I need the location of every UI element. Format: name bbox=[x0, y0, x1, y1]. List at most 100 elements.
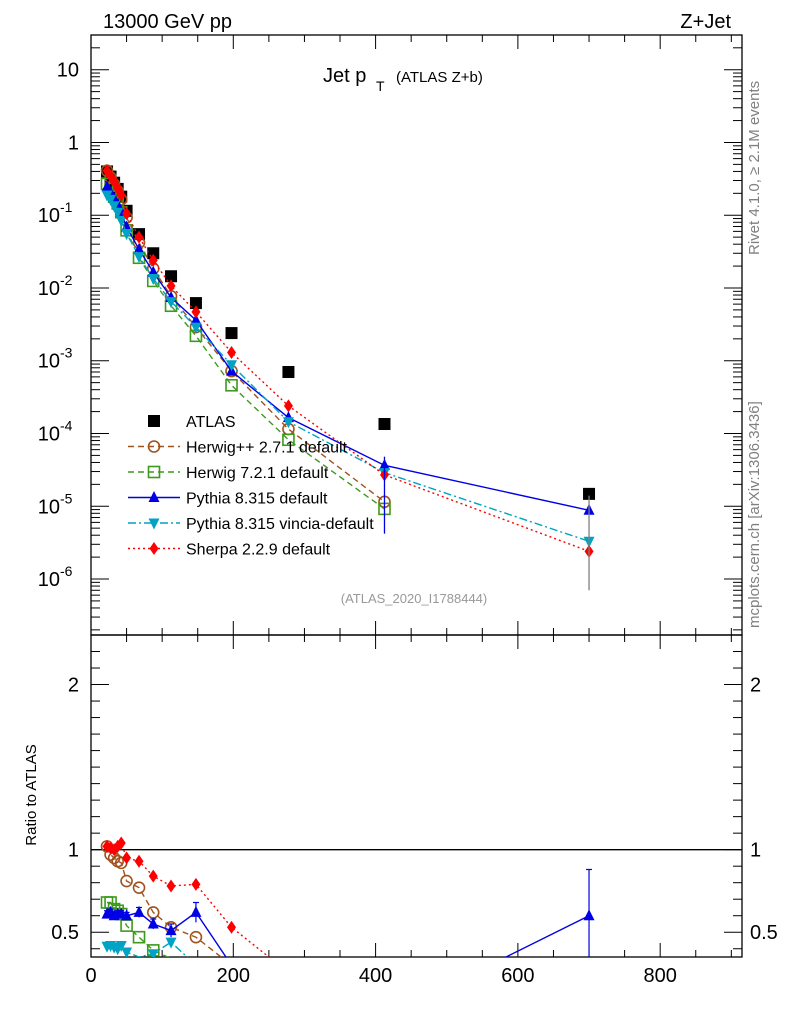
ratio-y-tick-label-right: 0.5 bbox=[750, 922, 778, 944]
legend-label: Herwig 7.2.1 default bbox=[186, 465, 329, 482]
ratio-data-point bbox=[132, 930, 146, 944]
ratio-series bbox=[101, 937, 189, 957]
ratio-y-axis-label: Ratio to ATLAS bbox=[23, 744, 40, 845]
ratio-series bbox=[102, 836, 270, 957]
ratio-x-tick-label: 0 bbox=[85, 965, 96, 987]
main-data-point bbox=[165, 270, 178, 283]
legend-marker bbox=[149, 542, 159, 555]
ratio-data-point bbox=[120, 874, 133, 888]
legend-marker bbox=[148, 491, 160, 502]
main-data-point bbox=[227, 345, 237, 359]
main-y-tick-label: 10 bbox=[38, 423, 60, 445]
ratio-series-line bbox=[106, 841, 270, 957]
ratio-data-point bbox=[133, 905, 145, 917]
main-y-tick-exponent: -3 bbox=[60, 345, 73, 361]
main-data-point bbox=[147, 274, 159, 286]
main-data-point bbox=[115, 215, 127, 227]
main-data-point bbox=[378, 418, 391, 431]
main-title-subscript: T bbox=[376, 78, 385, 94]
main-series bbox=[101, 180, 595, 515]
main-series bbox=[101, 165, 596, 500]
main-title-extra: (ATLAS Z+b) bbox=[396, 69, 483, 86]
main-data-point bbox=[190, 313, 202, 325]
ratio-plot-frame bbox=[90, 634, 743, 958]
main-data-point bbox=[133, 252, 145, 264]
main-y-tick-exponent: -4 bbox=[60, 417, 73, 433]
main-series-line bbox=[106, 186, 590, 511]
main-data-point bbox=[148, 253, 158, 267]
ratio-data-point bbox=[583, 909, 595, 921]
main-data-point bbox=[121, 229, 133, 241]
legend-marker bbox=[147, 465, 161, 479]
main-data-point bbox=[134, 230, 144, 244]
ratio-y-tick-label: 1 bbox=[68, 840, 79, 862]
header-process-label: Z+Jet bbox=[680, 11, 731, 33]
main-data-point bbox=[108, 201, 120, 213]
main-data-point bbox=[225, 327, 238, 340]
main-data-point bbox=[283, 399, 293, 413]
ratio-y-tick-label: 2 bbox=[68, 675, 79, 697]
ratio-data-point bbox=[147, 949, 159, 957]
main-y-tick-label: 10 bbox=[38, 569, 60, 591]
ratio-plot-area bbox=[100, 836, 595, 957]
main-data-point bbox=[282, 366, 295, 379]
main-y-tick-exponent: -1 bbox=[60, 199, 73, 215]
ratio-data-point bbox=[165, 937, 177, 949]
main-data-point bbox=[191, 305, 201, 319]
ratio-y-tick-label-right: 2 bbox=[750, 675, 761, 697]
ratio-data-point bbox=[132, 881, 146, 894]
main-series-line bbox=[106, 183, 385, 510]
main-data-point bbox=[112, 207, 124, 219]
main-data-point bbox=[147, 247, 160, 260]
ratio-data-point bbox=[122, 851, 132, 865]
main-data-point bbox=[189, 297, 202, 310]
ratio-x-tick-label: 200 bbox=[217, 965, 250, 987]
ratio-data-point bbox=[148, 869, 158, 883]
legend-entry: ATLAS bbox=[148, 414, 236, 431]
main-y-tick-exponent: -6 bbox=[60, 563, 73, 579]
main-y-tick-label: 10 bbox=[38, 351, 60, 373]
ratio-series-line bbox=[106, 846, 223, 957]
ratio-y-tick-label-right: 1 bbox=[750, 840, 761, 862]
legend-marker bbox=[148, 518, 160, 530]
main-series bbox=[102, 164, 594, 558]
main-data-point bbox=[166, 279, 176, 293]
ratio-data-point bbox=[165, 924, 177, 936]
main-y-tick-exponent: -5 bbox=[60, 490, 73, 506]
main-data-point bbox=[165, 297, 177, 309]
main-y-tick-label: 10 bbox=[38, 496, 60, 518]
main-data-point bbox=[225, 378, 238, 392]
ratio-data-point bbox=[121, 947, 133, 957]
ratio-x-tick-label: 800 bbox=[643, 965, 676, 987]
main-data-point bbox=[122, 207, 132, 221]
legend-label: Herwig++ 2.7.1 default bbox=[186, 440, 348, 457]
main-data-point bbox=[583, 487, 596, 500]
main-y-tick-label: 1 bbox=[68, 132, 79, 154]
ratio-panel: 0.5 0.5 1 1 2 2 0 200 400 600 800 bbox=[51, 634, 778, 987]
main-data-point bbox=[282, 433, 295, 447]
rivet-version-label: Rivet 4.1.0, ≥ 2.1M events bbox=[746, 81, 763, 255]
main-data-point bbox=[121, 220, 133, 232]
main-data-point bbox=[190, 322, 202, 334]
main-series-line bbox=[106, 194, 590, 542]
main-plot-area bbox=[100, 164, 596, 591]
legend-entry: Sherpa 2.2.9 default bbox=[128, 542, 331, 559]
main-y-tick-label: 10 bbox=[57, 60, 79, 82]
analysis-tag: (ATLAS_2020_I1788444) bbox=[341, 591, 487, 606]
main-error-bars bbox=[383, 456, 590, 591]
main-y-tick-exponent: -2 bbox=[60, 272, 73, 288]
main-y-tick-label: 10 bbox=[38, 205, 60, 227]
legend-marker bbox=[147, 440, 161, 453]
main-data-point bbox=[133, 242, 145, 254]
main-data-point bbox=[147, 265, 159, 277]
legend: ATLAS Herwig++ 2.7.1 default Herwig 7.2.1 … bbox=[128, 414, 374, 559]
ratio-data-point bbox=[189, 930, 203, 944]
main-plot-title: Jet p T (ATLAS Z+b) bbox=[323, 65, 483, 94]
main-y-tick-label: 10 bbox=[38, 278, 60, 300]
mcplots-label: mcplots.cern.ch [arXiv:1306.3436] bbox=[746, 401, 763, 628]
ratio-data-point bbox=[147, 917, 159, 929]
ratio-data-point bbox=[116, 836, 126, 850]
legend-entry: Pythia 8.315 default bbox=[128, 491, 328, 508]
legend-label: ATLAS bbox=[186, 414, 236, 431]
